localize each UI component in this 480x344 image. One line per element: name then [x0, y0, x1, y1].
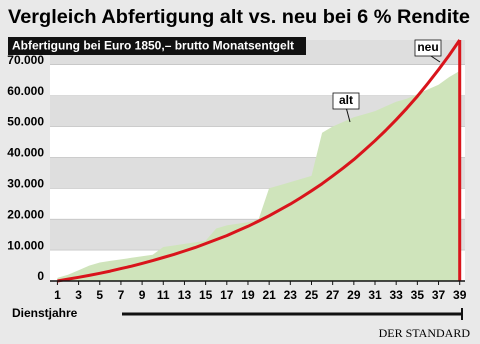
- x-tick-label: 9: [139, 288, 146, 302]
- x-tick-label: 25: [305, 288, 319, 302]
- area: [57, 70, 460, 282]
- x-tick-label: 27: [326, 288, 340, 302]
- x-tick-label: 39: [453, 288, 467, 302]
- label-box: [332, 92, 360, 110]
- x-axis-label: Dienstjahre: [12, 306, 78, 320]
- x-tick-label: 5: [96, 288, 103, 302]
- y-tick-label: 20.000: [7, 207, 44, 221]
- plot-area: [50, 39, 465, 285]
- x-tick-label: 33: [390, 288, 404, 302]
- x-tick-label: 13: [178, 288, 192, 302]
- y-tick-label: 0: [37, 269, 44, 283]
- x-tick-label: 29: [347, 288, 361, 302]
- x-tick-label: 17: [220, 288, 234, 302]
- x-tick-label: 19: [241, 288, 255, 302]
- subtitle-box: [8, 37, 306, 55]
- x-tick-label: 21: [262, 288, 276, 302]
- x-tick-label: 15: [199, 288, 213, 302]
- x-tick-label: 7: [118, 288, 125, 302]
- y-tick-label: 60.000: [7, 84, 44, 98]
- x-tick-label: 35: [411, 288, 425, 302]
- y-tick-label: 50.000: [7, 115, 44, 129]
- line: [57, 39, 461, 283]
- y-tick-label: 10.000: [7, 238, 44, 252]
- x-tick-label: 31: [368, 288, 382, 302]
- y-tick-label: 40.000: [7, 146, 44, 160]
- x-tick-label: 1: [54, 288, 61, 302]
- chart-title: Vergleich Abfertigung alt vs. neu bei 6 …: [8, 7, 470, 28]
- x-tick-label: 11: [157, 288, 170, 302]
- x-tick-label: 3: [75, 288, 82, 302]
- y-tick-label: 30.000: [7, 176, 44, 190]
- y-tick-label: 70.000: [7, 53, 44, 67]
- x-tick-label: 37: [432, 288, 446, 302]
- source: DER STANDARD: [379, 326, 471, 340]
- label-box: [414, 39, 442, 57]
- x-tick-label: 23: [284, 288, 298, 302]
- series-label: neu: [417, 40, 438, 54]
- label-pointer: [345, 106, 351, 123]
- subtitle: Abfertigung bei Euro 1850,– brutto Monat…: [12, 39, 294, 53]
- series-label: alt: [339, 93, 353, 107]
